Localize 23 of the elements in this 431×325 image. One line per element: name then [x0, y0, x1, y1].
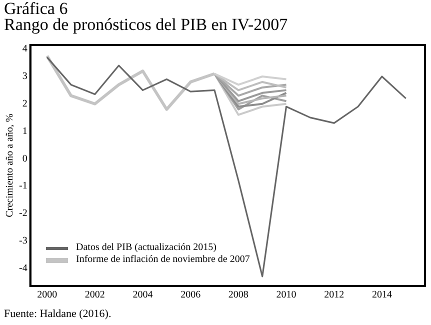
y-tick-label: -3: [18, 235, 28, 246]
x-tick-label: 2004: [132, 290, 153, 301]
x-tick-label: 2002: [84, 290, 105, 301]
y-tick-label: -2: [18, 208, 28, 220]
y-tick-label: -4: [18, 262, 28, 274]
x-tick-label: 2010: [276, 290, 296, 301]
y-tick-label: 1: [22, 126, 28, 137]
y-tick-label: -1: [18, 180, 28, 192]
chart-subtitle: Rango de pronósticos del PIB en IV-2007: [4, 15, 288, 34]
y-tick-label: 3: [22, 71, 28, 82]
x-tick-label: 2008: [228, 290, 248, 301]
y-axis-title: Crecimiento año a año, %: [4, 114, 16, 218]
x-tick-label: 2014: [372, 290, 392, 301]
y-tick-label: 0: [22, 153, 28, 164]
x-tick-label: 2012: [324, 290, 344, 301]
y-tick-label: 4: [22, 44, 28, 55]
legend-label: Informe de inflación de noviembre de 2007: [76, 254, 250, 266]
x-tick-label: 2006: [180, 290, 201, 301]
chart-title: Gráfica 6: [4, 0, 68, 18]
source-note: Fuente: Haldane (2016).: [4, 308, 112, 320]
legend-label: Datos del PIB (actualización 2015): [76, 242, 217, 254]
y-tick-label: 2: [22, 98, 28, 110]
x-tick-label: 2000: [37, 290, 58, 301]
